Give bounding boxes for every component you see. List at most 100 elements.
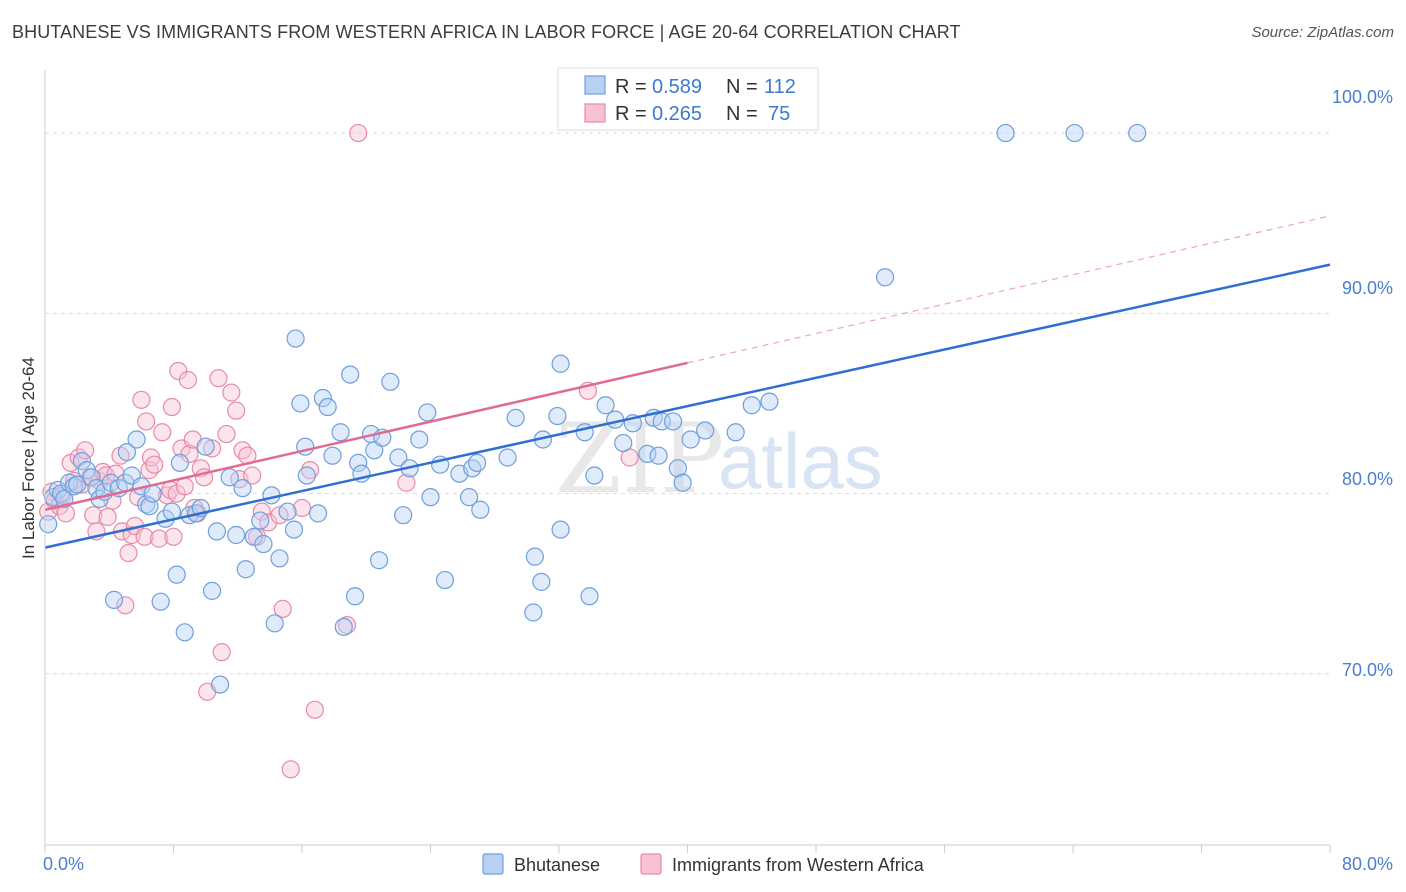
x-tick-label-min: 0.0% bbox=[43, 854, 84, 874]
bhutanese-point-61 bbox=[345, 587, 365, 606]
x-tick-label-max: 80.0% bbox=[1342, 854, 1393, 874]
bhutanese-point-47 bbox=[270, 549, 289, 568]
watermark-zip: ZIP bbox=[555, 403, 724, 515]
bhutanese-point-87 bbox=[524, 603, 543, 622]
bhutanese-point-15 bbox=[104, 590, 124, 609]
stats-blue-n-label: N = bbox=[726, 76, 758, 98]
legend-label-bhutanese: Bhutanese bbox=[514, 855, 600, 875]
bhutanese-point-28 bbox=[167, 565, 186, 584]
immigrants-point-60 bbox=[243, 466, 262, 485]
bhutanese-point-83 bbox=[506, 408, 525, 427]
bhutanese-point-60 bbox=[341, 365, 360, 384]
y-tick-label-70: 70.0% bbox=[1342, 660, 1393, 680]
bhutanese-trend-line bbox=[44, 263, 1331, 549]
bhutanese-point-94 bbox=[596, 396, 615, 415]
bhutanese-point-22 bbox=[137, 495, 156, 514]
immigrants-point-28 bbox=[135, 527, 154, 546]
bhutanese-point-34 bbox=[196, 437, 215, 456]
bhutanese-point-53 bbox=[297, 466, 316, 485]
bhutanese-point-103 bbox=[668, 459, 687, 478]
immigrants-point-55 bbox=[222, 383, 241, 402]
bhutanese-point-80 bbox=[467, 453, 487, 473]
bhutanese-point-35 bbox=[202, 581, 222, 600]
bhutanese-point-84 bbox=[525, 547, 545, 566]
bhutanese-point-111 bbox=[996, 123, 1015, 143]
stats-legend: R = 0.589 N = 112 R = 0.265 N = 75 bbox=[557, 67, 819, 131]
bhutanese-point-66 bbox=[370, 551, 389, 570]
bhutanese-point-38 bbox=[220, 468, 239, 487]
bhutanese-point-92 bbox=[580, 587, 599, 606]
bhutanese-point-44 bbox=[254, 534, 273, 554]
immigrants-point-58 bbox=[233, 441, 252, 460]
grid-layer bbox=[45, 132, 1330, 675]
bhutanese-point-0 bbox=[39, 515, 58, 534]
immigrants-point-71 bbox=[349, 123, 368, 143]
bhutanese-point-105 bbox=[681, 430, 700, 449]
bhutanese-point-85 bbox=[532, 572, 551, 591]
bhutanese-point-88 bbox=[548, 406, 567, 426]
bhutanese-point-109 bbox=[760, 392, 779, 411]
immigrants-point-70 bbox=[337, 616, 357, 635]
immigrants-point-72 bbox=[397, 473, 416, 492]
bhutanese-point-30 bbox=[175, 623, 194, 642]
bhutanese-point-40 bbox=[233, 479, 252, 498]
immigrants-point-62 bbox=[252, 502, 271, 521]
stats-pink-n-value: 75 bbox=[768, 103, 790, 125]
bhutanese-point-8 bbox=[72, 452, 92, 471]
stats-legend-pink-swatch bbox=[584, 103, 606, 123]
watermark: ZIP atlas bbox=[555, 403, 883, 515]
bhutanese-point-20 bbox=[127, 430, 146, 449]
immigrants-point-10 bbox=[76, 441, 95, 460]
bhutanese-point-74 bbox=[421, 488, 440, 507]
bhutanese-point-37 bbox=[210, 675, 230, 694]
immigrants-point-43 bbox=[178, 370, 198, 390]
stats-pink-r-value: 0.265 bbox=[652, 103, 702, 125]
immigrants-point-27 bbox=[132, 390, 151, 409]
bhutanese-point-107 bbox=[726, 423, 745, 442]
bhutanese-point-6 bbox=[64, 477, 84, 496]
bhutanese-point-62 bbox=[349, 453, 368, 473]
stats-pink-n-label: N = bbox=[726, 103, 758, 125]
y-tick-label-80: 80.0% bbox=[1342, 469, 1393, 489]
watermark-atlas: atlas bbox=[718, 417, 883, 505]
immigrants-point-52 bbox=[209, 369, 228, 388]
immigrants-point-54 bbox=[217, 424, 236, 444]
bhutanese-point-113 bbox=[1128, 123, 1147, 143]
immigrants-point-22 bbox=[116, 596, 135, 615]
immigrants-point-66 bbox=[281, 760, 300, 779]
chart-title: BHUTANESE VS IMMIGRANTS FROM WESTERN AFR… bbox=[12, 22, 961, 42]
legend-swatch-immigrants bbox=[640, 853, 662, 875]
bhutanese-point-29 bbox=[170, 453, 190, 473]
immigrants-point-69 bbox=[305, 700, 324, 719]
bhutanese-point-54 bbox=[308, 504, 328, 523]
immigrants-point-37 bbox=[162, 397, 181, 417]
bhutanese-point-110 bbox=[875, 268, 895, 287]
immigrants-point-51 bbox=[202, 439, 222, 458]
series-legend: Bhutanese Immigrants from Western Africa bbox=[482, 853, 925, 875]
bhutanese-point-81 bbox=[471, 500, 490, 519]
immigrants-point-34 bbox=[153, 423, 172, 442]
immigrants-trend-extension bbox=[687, 215, 1331, 364]
y-tick-label-100: 100.0% bbox=[1332, 87, 1393, 107]
bhutanese-point-18 bbox=[117, 442, 137, 462]
bhutanese-point-82 bbox=[498, 448, 517, 467]
bhutanese-point-46 bbox=[265, 614, 284, 633]
bhutanese-point-50 bbox=[286, 329, 305, 348]
immigrants-point-33 bbox=[149, 529, 169, 548]
immigrants-point-23 bbox=[119, 543, 138, 563]
bhutanese-point-102 bbox=[663, 412, 683, 431]
stats-blue-n-value: 112 bbox=[764, 76, 796, 98]
bhutanese-point-73 bbox=[418, 403, 437, 422]
bhutanese-point-59 bbox=[334, 617, 353, 637]
bhutanese-point-72 bbox=[410, 430, 429, 449]
bhutanese-point-55 bbox=[313, 388, 332, 408]
bhutanese-point-100 bbox=[649, 446, 668, 465]
immigrants-point-68 bbox=[300, 461, 320, 480]
bhutanese-point-39 bbox=[227, 525, 246, 545]
bhutanese-point-68 bbox=[381, 372, 400, 391]
bhutanese-point-89 bbox=[551, 354, 570, 373]
immigrants-point-53 bbox=[212, 643, 231, 662]
bhutanese-point-79 bbox=[463, 459, 482, 478]
bhutanese-point-96 bbox=[614, 433, 633, 453]
